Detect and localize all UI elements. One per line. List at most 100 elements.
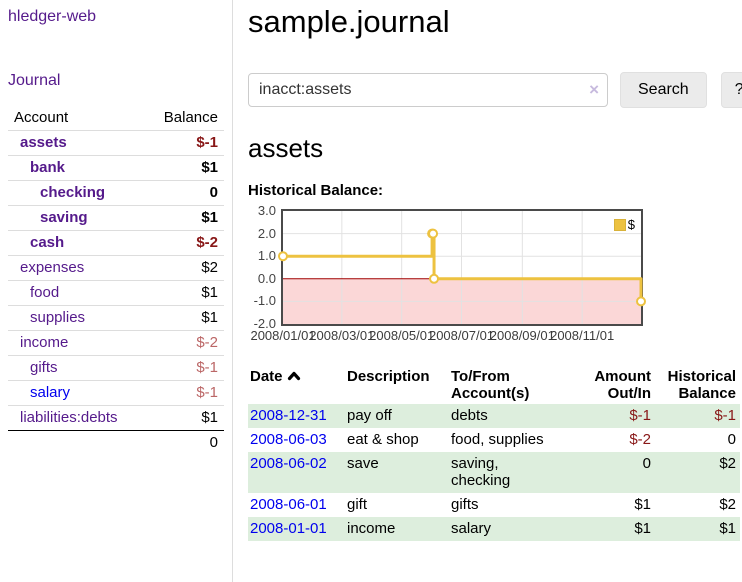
transaction-accounts: food, supplies [451,431,544,448]
y-tick-label: 1.0 [257,248,276,264]
transaction-description: save [345,452,449,493]
transaction-description: eat & shop [347,431,419,448]
transaction-accounts: debts [449,404,573,428]
legend-swatch [613,218,626,231]
transaction-amount: 0 [573,452,655,493]
transaction-description: gift [347,496,368,513]
sidebar-account-link[interactable]: assets [20,134,67,151]
account-row: bank $1 [8,155,224,181]
search-button[interactable]: Search [620,72,707,108]
sidebar-account-link[interactable]: expenses [20,259,85,276]
y-tick-label: -2.0 [253,316,276,331]
transaction-balance: $1 [655,517,740,541]
account-balance-table: Account Balance assets $-1 bank $1 checking 0… [8,106,224,455]
sidebar-account-link[interactable]: gifts [30,359,58,376]
transaction-date-cell: 2008-06-02 [248,452,345,493]
account-row: assets $-1 [8,130,224,156]
sidebar-account-link[interactable]: saving [40,209,88,226]
transaction-accounts: gifts [451,496,479,513]
account-row: saving $1 [8,205,224,231]
chart-y-axis: 3.0 2.0 1.0 0.0 -1.0 -2.0 [248,204,276,330]
transaction-date-link[interactable]: 2008-06-01 [250,496,327,513]
search-input[interactable] [248,73,608,107]
sidebar-account-link[interactable]: checking [40,184,106,201]
x-tick-label: 2008/01/01 [250,328,316,343]
transaction-balance: $2 [655,452,740,493]
balance-total: 0 [145,430,224,455]
account-name-cell: assets [8,130,146,156]
account-row: expenses $2 [8,255,224,281]
account-row: checking 0 [8,180,224,206]
account-balance-value: $2 [145,255,224,281]
transaction-amount: $1 [573,517,655,541]
x-tick-label: 2008/07/01 [428,328,495,343]
transaction-amount: $1 [634,496,651,513]
account-column-header: Account [14,109,69,126]
account-row: liabilities:debts $1 [8,405,224,431]
sidebar-item-journal[interactable]: Journal [8,72,61,89]
chart-x-axis: 2008/01/01 2008/03/01 2008/05/01 2008/07/01… [250,328,643,346]
total-spacer [8,430,146,455]
clear-search-icon[interactable]: × [589,80,599,99]
transaction-description: income [345,517,449,541]
x-tick-label: 2008/09/01 [489,328,555,343]
y-tick-label: -1.0 [253,293,276,309]
y-tick-label: 2.0 [257,225,276,241]
transaction-date-link[interactable]: 2008-12-31 [250,407,327,424]
brand-link[interactable]: hledger-web [8,8,97,25]
transaction-date-link[interactable]: 2008-06-03 [250,431,327,448]
date-column-header[interactable]: Date [248,366,345,404]
chart-canvas [278,211,646,324]
sidebar-account-link[interactable]: bank [30,159,66,176]
account-row: cash $-2 [8,230,224,256]
sidebar-account-link[interactable]: supplies [30,309,86,326]
register-row: 2008-12-31 pay off debts $-1 $-1 [248,404,740,428]
account-page-title: assets [248,133,324,163]
sidebar-account-link[interactable]: food [30,284,60,301]
account-name-cell: cash [8,230,146,256]
account-row: salary $-1 [8,380,224,406]
balance-column-header: Balance [163,109,218,126]
register-row: 2008-01-01 income salary $1 $1 [248,517,740,541]
description-column-header: Description [347,368,430,385]
chart-plot-area: $ [278,209,646,326]
accounts-column-header: To/From Account(s) [451,368,530,402]
account-balance-value: $1 [145,405,224,431]
transaction-accounts: saving, checking [449,452,573,493]
transaction-accounts: salary [449,517,573,541]
legend-label: $ [627,217,635,232]
transaction-date-cell: 2008-01-01 [248,517,345,541]
transaction-date-cell: 2008-06-01 [248,493,345,517]
transaction-amount: $-1 [573,404,655,428]
account-name-cell: supplies [8,305,146,331]
brand: hledger-web [8,8,224,26]
sort-asc-icon [287,371,300,381]
amount-column-header: Amount Out/In [594,368,651,402]
transaction-date-link[interactable]: 2008-01-01 [250,520,327,537]
balance-column-header-main: Historical Balance [667,368,736,402]
x-tick-label: 2008/03/01 [309,328,375,343]
register-header-row: Date Description To/From Account(s) Amou… [248,366,740,404]
y-tick-label: 3.0 [257,203,276,218]
register-table: Date Description To/From Account(s) Amou… [248,366,740,541]
register-row: 2008-06-02 save saving, checking 0 $2 [248,452,740,493]
transaction-amount: $-2 [629,431,651,448]
search-form: × Search ? [248,72,742,108]
sidebar-account-link[interactable]: income [20,334,69,351]
sidebar-account-link[interactable]: salary [30,384,71,401]
account-name-cell: checking [8,180,146,206]
balance-total-row: 0 [8,430,224,455]
account-balance-value: $-1 [145,355,224,381]
sidebar-account-link[interactable]: liabilities:debts [20,409,118,426]
chart-legend: $ [611,216,637,233]
account-name-cell: liabilities:debts [8,405,146,431]
account-name-cell: income [8,330,146,356]
x-tick-label: 2008/05/01 [369,328,435,343]
sidebar-account-link[interactable]: cash [30,234,65,251]
help-button[interactable]: ? [720,72,742,108]
transaction-date-link[interactable]: 2008-06-02 [250,455,327,472]
sidebar: hledger-web Journal Account Balance asse… [0,0,233,582]
transaction-date-cell: 2008-06-03 [248,428,345,452]
account-row: income $-2 [8,330,224,356]
